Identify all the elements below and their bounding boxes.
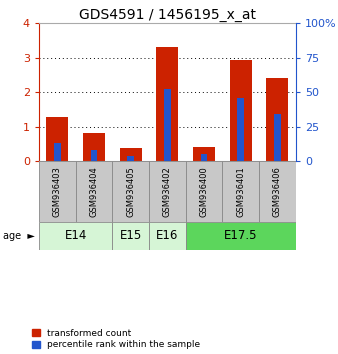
Bar: [91, 150, 97, 161]
Bar: [112, 161, 149, 222]
Bar: [39, 161, 76, 222]
Text: GSM936401: GSM936401: [236, 166, 245, 217]
Text: E15: E15: [120, 229, 142, 242]
Text: GSM936400: GSM936400: [199, 166, 209, 217]
Bar: [186, 222, 296, 250]
Bar: [156, 47, 178, 161]
Title: GDS4591 / 1456195_x_at: GDS4591 / 1456195_x_at: [79, 8, 256, 22]
Text: E16: E16: [156, 229, 178, 242]
Bar: [237, 98, 244, 161]
Bar: [76, 161, 112, 222]
Bar: [193, 147, 215, 161]
Bar: [112, 222, 149, 250]
Bar: [164, 89, 171, 161]
Text: E17.5: E17.5: [224, 229, 258, 242]
Bar: [127, 156, 134, 161]
Bar: [186, 161, 222, 222]
Text: GSM936402: GSM936402: [163, 166, 172, 217]
Bar: [83, 133, 105, 161]
Bar: [54, 143, 61, 161]
Bar: [39, 222, 112, 250]
Bar: [201, 154, 207, 161]
Text: GSM936406: GSM936406: [273, 166, 282, 217]
Bar: [149, 222, 186, 250]
Text: GSM936405: GSM936405: [126, 166, 135, 217]
Legend: transformed count, percentile rank within the sample: transformed count, percentile rank withi…: [31, 329, 200, 349]
Bar: [230, 60, 252, 161]
Text: GSM936404: GSM936404: [90, 166, 98, 217]
Bar: [120, 148, 142, 161]
Bar: [222, 161, 259, 222]
Bar: [266, 78, 288, 161]
Text: E14: E14: [64, 229, 87, 242]
Bar: [149, 161, 186, 222]
Text: GSM936403: GSM936403: [53, 166, 62, 217]
Text: age  ►: age ►: [3, 231, 35, 241]
Bar: [259, 161, 296, 222]
Bar: [46, 117, 68, 161]
Bar: [274, 114, 281, 161]
